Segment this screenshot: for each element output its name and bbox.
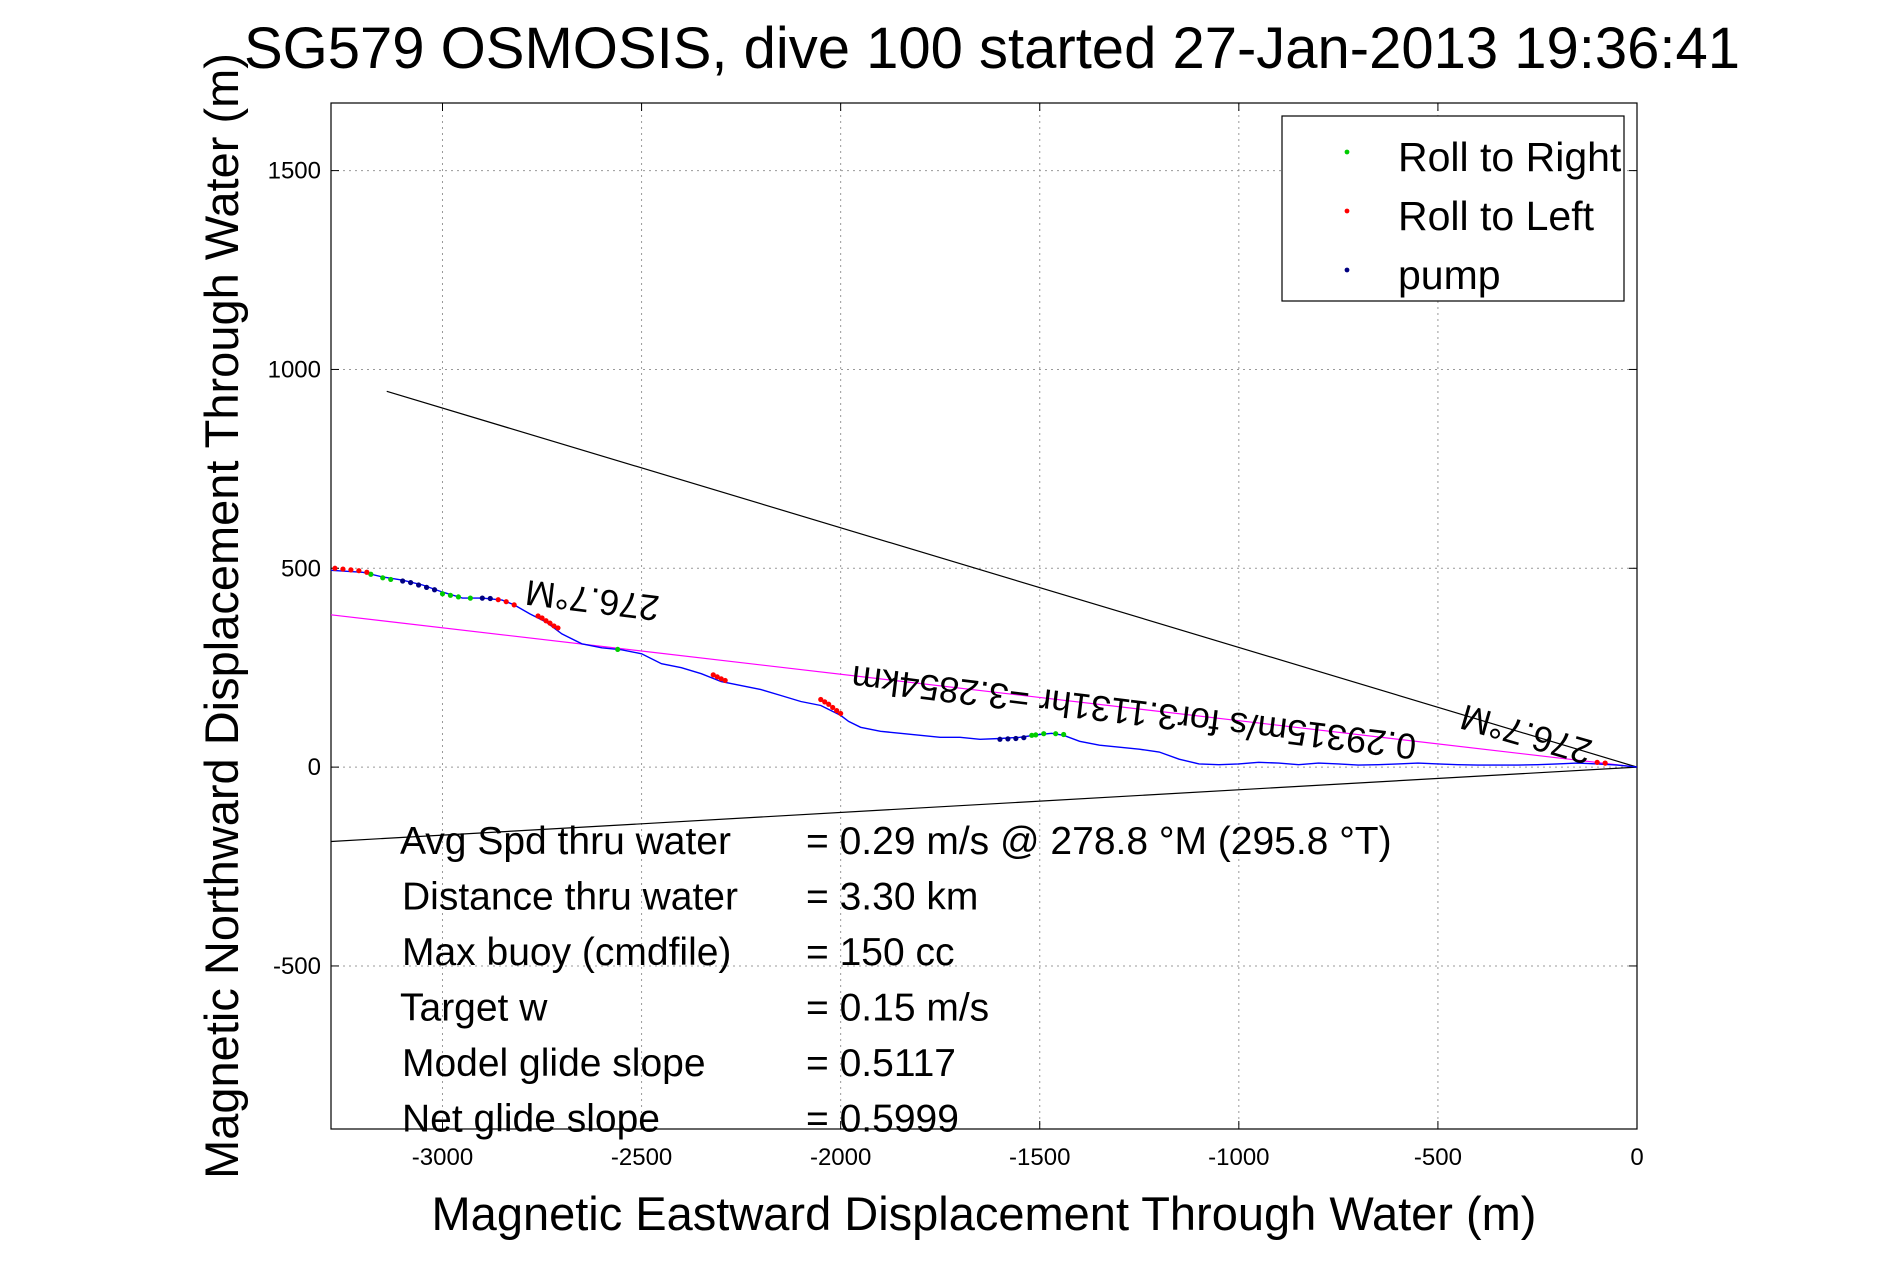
annotation-2: 0.29315m/s for3.1131hr =3.2854km bbox=[849, 658, 1418, 768]
stat-value: = 0.5999 bbox=[806, 1098, 959, 1141]
stat-value: = 0.29 m/s @ 278.8 °M (295.8 °T) bbox=[806, 820, 1392, 863]
roll-left-marker bbox=[364, 569, 370, 575]
roll-left-marker bbox=[495, 597, 501, 603]
pump-marker bbox=[479, 595, 485, 601]
pump-marker bbox=[400, 578, 406, 584]
roll-right-marker bbox=[368, 571, 374, 577]
roll-right-marker bbox=[467, 595, 473, 601]
roll-right-marker bbox=[1053, 731, 1059, 737]
pump-marker bbox=[1013, 735, 1019, 742]
roll-right-marker bbox=[447, 592, 454, 598]
roll-right-marker bbox=[1033, 732, 1039, 738]
pump-marker bbox=[1005, 736, 1011, 742]
x-tick-label: 0 bbox=[1630, 1144, 1643, 1171]
legend-marker bbox=[1344, 208, 1350, 214]
roll-right-marker bbox=[1029, 732, 1035, 738]
roll-left-marker bbox=[551, 623, 557, 629]
legend-marker bbox=[1344, 267, 1350, 273]
tick-labels: -3000 -2500 -2000 -1500 -1000 -500 0 -500 0 500 10… bbox=[268, 158, 1644, 1171]
pump-marker bbox=[1021, 735, 1027, 741]
roll-left-marker bbox=[830, 704, 836, 711]
y-tick-label: 500 bbox=[281, 555, 321, 582]
roll-left-marker bbox=[348, 567, 354, 573]
roll-left-marker bbox=[818, 696, 824, 703]
reference-line-2 bbox=[386, 390, 1638, 768]
legend-box bbox=[1281, 115, 1625, 302]
roll-left-marker bbox=[340, 566, 346, 572]
roll-left-marker bbox=[1602, 760, 1608, 766]
legend-label: Roll to Left bbox=[1398, 193, 1595, 239]
stat-label: Model glide slope bbox=[402, 1042, 706, 1085]
pump-marker bbox=[408, 579, 414, 586]
roll-left-marker bbox=[1594, 759, 1600, 765]
x-tick-label: -2000 bbox=[810, 1144, 871, 1171]
roll-left-marker bbox=[511, 602, 517, 608]
legend-marker bbox=[1344, 149, 1350, 155]
roll-left-marker bbox=[822, 699, 828, 705]
roll-left-marker bbox=[710, 672, 716, 678]
stat-value: = 3.30 km bbox=[806, 876, 978, 919]
x-tick-label: -500 bbox=[1414, 1144, 1462, 1171]
roll-left-marker bbox=[718, 676, 724, 682]
x-tick-label: -3000 bbox=[412, 1144, 473, 1171]
roll-left-marker bbox=[838, 710, 844, 717]
roll-right-marker bbox=[615, 646, 621, 653]
annotation-3: 276.7°M bbox=[1456, 696, 1597, 772]
stats-panel: Avg Spd thru water = 0.29 m/s @ 278.8 °M … bbox=[400, 820, 1392, 1141]
roll-left-marker bbox=[826, 701, 832, 707]
roll-left-marker bbox=[834, 708, 840, 714]
roll-right-marker bbox=[1061, 731, 1067, 738]
roll-right-marker bbox=[1041, 731, 1047, 737]
reference-lines bbox=[330, 390, 1638, 843]
track-layer bbox=[330, 569, 1638, 768]
stat-label: Max buoy (cmdfile) bbox=[402, 931, 731, 974]
chart-title: SG579 OSMOSIS, dive 100 started 27-Jan-2… bbox=[244, 16, 1740, 81]
roll-right-marker bbox=[380, 575, 386, 581]
pump-marker bbox=[487, 595, 493, 602]
plot-area-frame bbox=[330, 102, 1638, 1130]
roll-right-marker bbox=[455, 594, 462, 600]
roll-left-marker bbox=[332, 565, 338, 571]
y-tick-label: 1000 bbox=[268, 356, 321, 383]
x-axis-label: Magnetic Eastward Displacement Through W… bbox=[432, 1187, 1537, 1240]
stat-label: Avg Spd thru water bbox=[400, 820, 731, 863]
y-axis-label: Magnetic Northward Displacement Through … bbox=[195, 53, 248, 1179]
y-tick-label: 0 bbox=[308, 754, 321, 781]
x-tick-label: -1500 bbox=[1009, 1144, 1070, 1171]
pump-marker bbox=[415, 582, 422, 588]
pump-marker bbox=[431, 587, 438, 593]
roll-left-marker bbox=[503, 599, 509, 605]
stat-value: = 0.5117 bbox=[806, 1042, 956, 1085]
roll-left-marker bbox=[539, 615, 545, 621]
stat-label: Distance thru water bbox=[402, 876, 738, 919]
roll-left-marker bbox=[714, 674, 720, 680]
y-tick-label: 1500 bbox=[268, 158, 321, 185]
roll-right-marker bbox=[388, 576, 394, 583]
pump-marker bbox=[997, 736, 1003, 742]
roll-left-marker bbox=[722, 677, 728, 684]
legend-label: Roll to Right bbox=[1398, 134, 1622, 180]
stat-value: = 150 cc bbox=[806, 931, 955, 974]
legend: Roll to Right Roll to Left pump bbox=[1281, 115, 1625, 302]
stat-value: = 0.15 m/s bbox=[806, 987, 989, 1030]
annotations: 276.7°M0.29315m/s for3.1131hr =3.2854km 2… bbox=[523, 572, 1596, 773]
x-tick-label: -1000 bbox=[1208, 1144, 1269, 1171]
roll-left-marker bbox=[356, 568, 362, 574]
reference-line-3 bbox=[330, 766, 1638, 843]
roll-left-marker bbox=[535, 613, 541, 619]
legend-label: pump bbox=[1398, 252, 1501, 298]
y-tick-label: -500 bbox=[273, 953, 321, 980]
stat-label: Net glide slope bbox=[402, 1098, 660, 1141]
reference-line-1 bbox=[330, 614, 1638, 768]
roll-left-marker bbox=[555, 625, 561, 631]
x-tick-label: -2500 bbox=[611, 1144, 672, 1171]
roll-left-marker bbox=[543, 618, 549, 624]
stat-label: Target w bbox=[400, 987, 548, 1030]
roll-right-marker bbox=[439, 591, 446, 597]
marker-layer bbox=[332, 565, 1608, 766]
pump-marker bbox=[423, 584, 430, 590]
roll-left-marker bbox=[547, 620, 553, 626]
track-line bbox=[330, 569, 1638, 768]
